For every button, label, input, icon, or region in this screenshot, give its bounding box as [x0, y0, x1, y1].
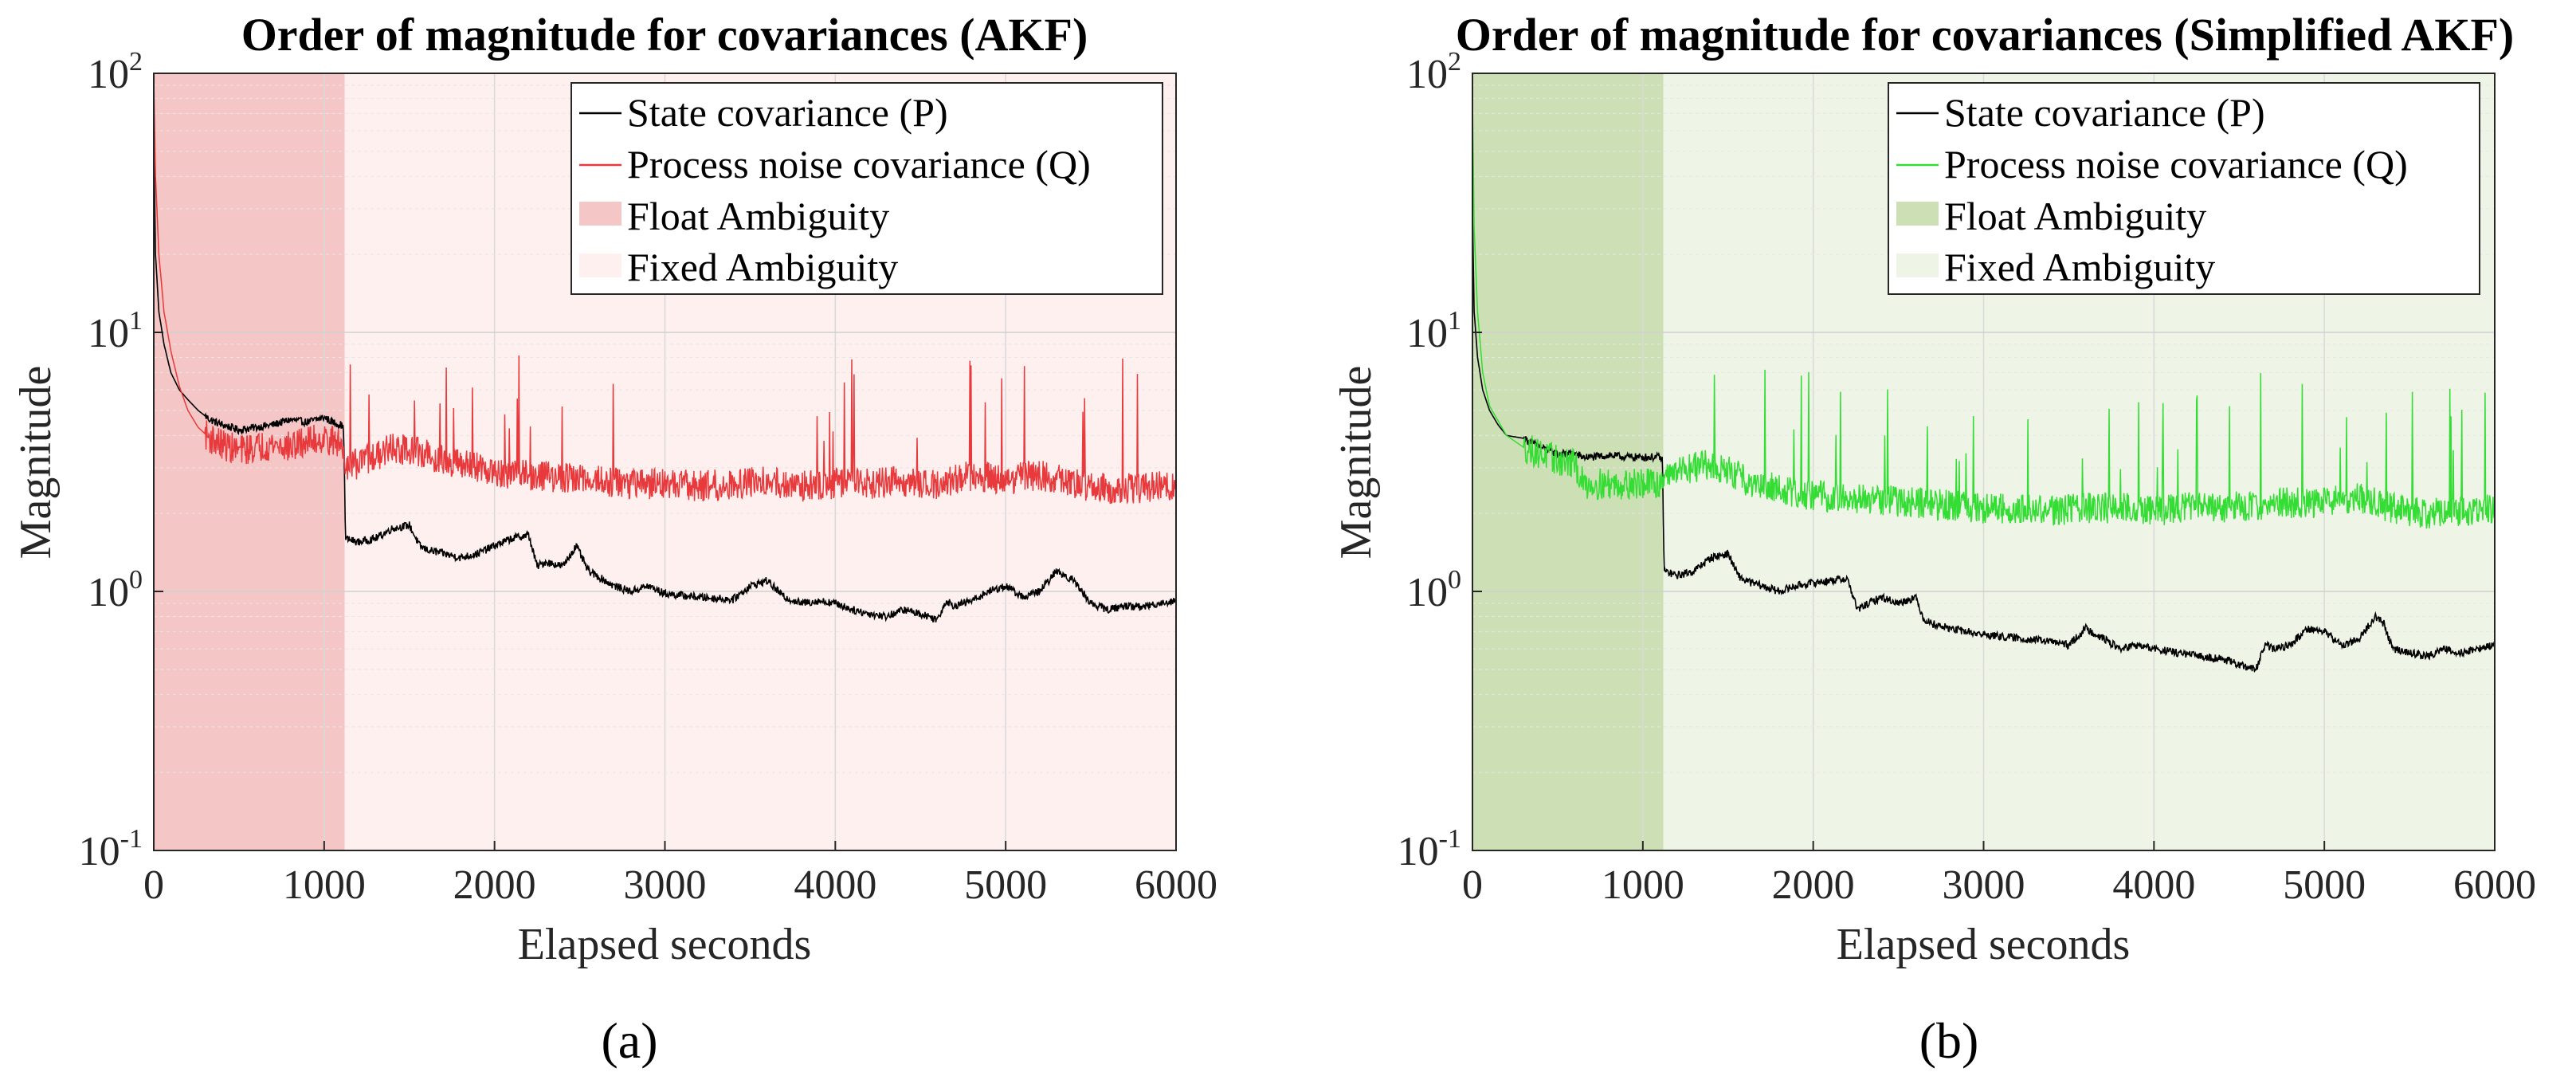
y-axis-label: Magnitude [11, 366, 61, 560]
x-tick-label: 2000 [453, 862, 536, 908]
x-ticks: 0 1000 2000 3000 4000 5000 6000 [1462, 841, 2536, 908]
x-tick-label: 6000 [2453, 862, 2536, 908]
legend-entry-float: Float Ambiguity [1944, 194, 2206, 238]
series-lines [1472, 98, 2495, 674]
x-tick-label: 3000 [624, 862, 707, 908]
legend-entry-float: Float Ambiguity [627, 194, 889, 238]
y-ticks: 10-1 100 101 102 [79, 47, 163, 874]
chart-title: Order of magnitude for covariances (Simp… [1456, 9, 2515, 61]
y-axis-label: Magnitude [1331, 366, 1381, 560]
y-tick-label: 102 [88, 47, 143, 97]
chart-title: Order of magnitude for covariances (AKF) [241, 9, 1088, 61]
x-tick-label: 4000 [794, 862, 876, 908]
y-ticks: 10-1 100 101 102 [1398, 47, 1482, 874]
x-axis-label: Elapsed seconds [518, 920, 812, 969]
y-tick-label: 102 [1406, 47, 1461, 97]
x-tick-label: 6000 [1135, 862, 1217, 908]
x-tick-label: 4000 [2112, 862, 2195, 908]
series-process-noise-covariance [154, 79, 1176, 505]
x-ticks: 0 1000 2000 3000 4000 5000 6000 [143, 841, 1217, 908]
panel-label-b: (b) [1919, 1012, 1979, 1069]
y-tick-label: 101 [88, 306, 143, 356]
legend-swatch-float [579, 202, 621, 226]
y-tick-label: 100 [1406, 565, 1461, 615]
x-tick-label: 5000 [964, 862, 1047, 908]
legend: State covariance (P) Process noise covar… [570, 82, 1163, 295]
legend-entry-fixed: Fixed Ambiguity [627, 245, 898, 289]
float-ambiguity-region [154, 73, 345, 850]
x-tick-label: 0 [1462, 862, 1483, 908]
x-axis-label: Elapsed seconds [1837, 920, 2131, 969]
x-tick-label: 0 [143, 862, 164, 908]
legend-entry-q: Process noise covariance (Q) [627, 142, 1091, 187]
x-tick-label: 1000 [283, 862, 366, 908]
y-tick-label: 100 [88, 565, 143, 615]
legend: State covariance (P) Process noise covar… [1888, 82, 2480, 295]
x-tick-label: 2000 [1772, 862, 1855, 908]
legend-swatch-float [1896, 202, 1939, 226]
legend-swatch-fixed [1896, 253, 1939, 277]
legend-entry-fixed: Fixed Ambiguity [1944, 245, 2215, 289]
legend-swatch-fixed [579, 253, 621, 277]
panel-b: 0 1000 2000 3000 4000 5000 6000 10-1100101102 … [1331, 9, 2536, 1069]
y-tick-label: 10-1 [1398, 824, 1461, 874]
legend-entry-p: State covariance (P) [1944, 90, 2265, 135]
panel-label-a: (a) [601, 1012, 657, 1069]
series-lines [154, 79, 1176, 623]
legend-box [570, 82, 1163, 295]
x-tick-label: 3000 [1943, 862, 2025, 908]
series-state-covariance [1472, 208, 2495, 674]
y-tick-label: 10-1 [79, 824, 143, 874]
x-tick-label: 1000 [1602, 862, 1684, 908]
x-tick-label: 5000 [2283, 862, 2366, 908]
panel-a: 0 1000 2000 3000 4000 5000 6000 10-1100101102 … [11, 9, 1217, 1069]
series-state-covariance [154, 131, 1176, 623]
legend-entry-q: Process noise covariance (Q) [1944, 142, 2408, 187]
y-tick-label: 101 [1406, 306, 1461, 356]
legend-box [1888, 82, 2480, 295]
legend-entry-p: State covariance (P) [627, 90, 948, 135]
series-process-noise-covariance [1472, 98, 2495, 529]
